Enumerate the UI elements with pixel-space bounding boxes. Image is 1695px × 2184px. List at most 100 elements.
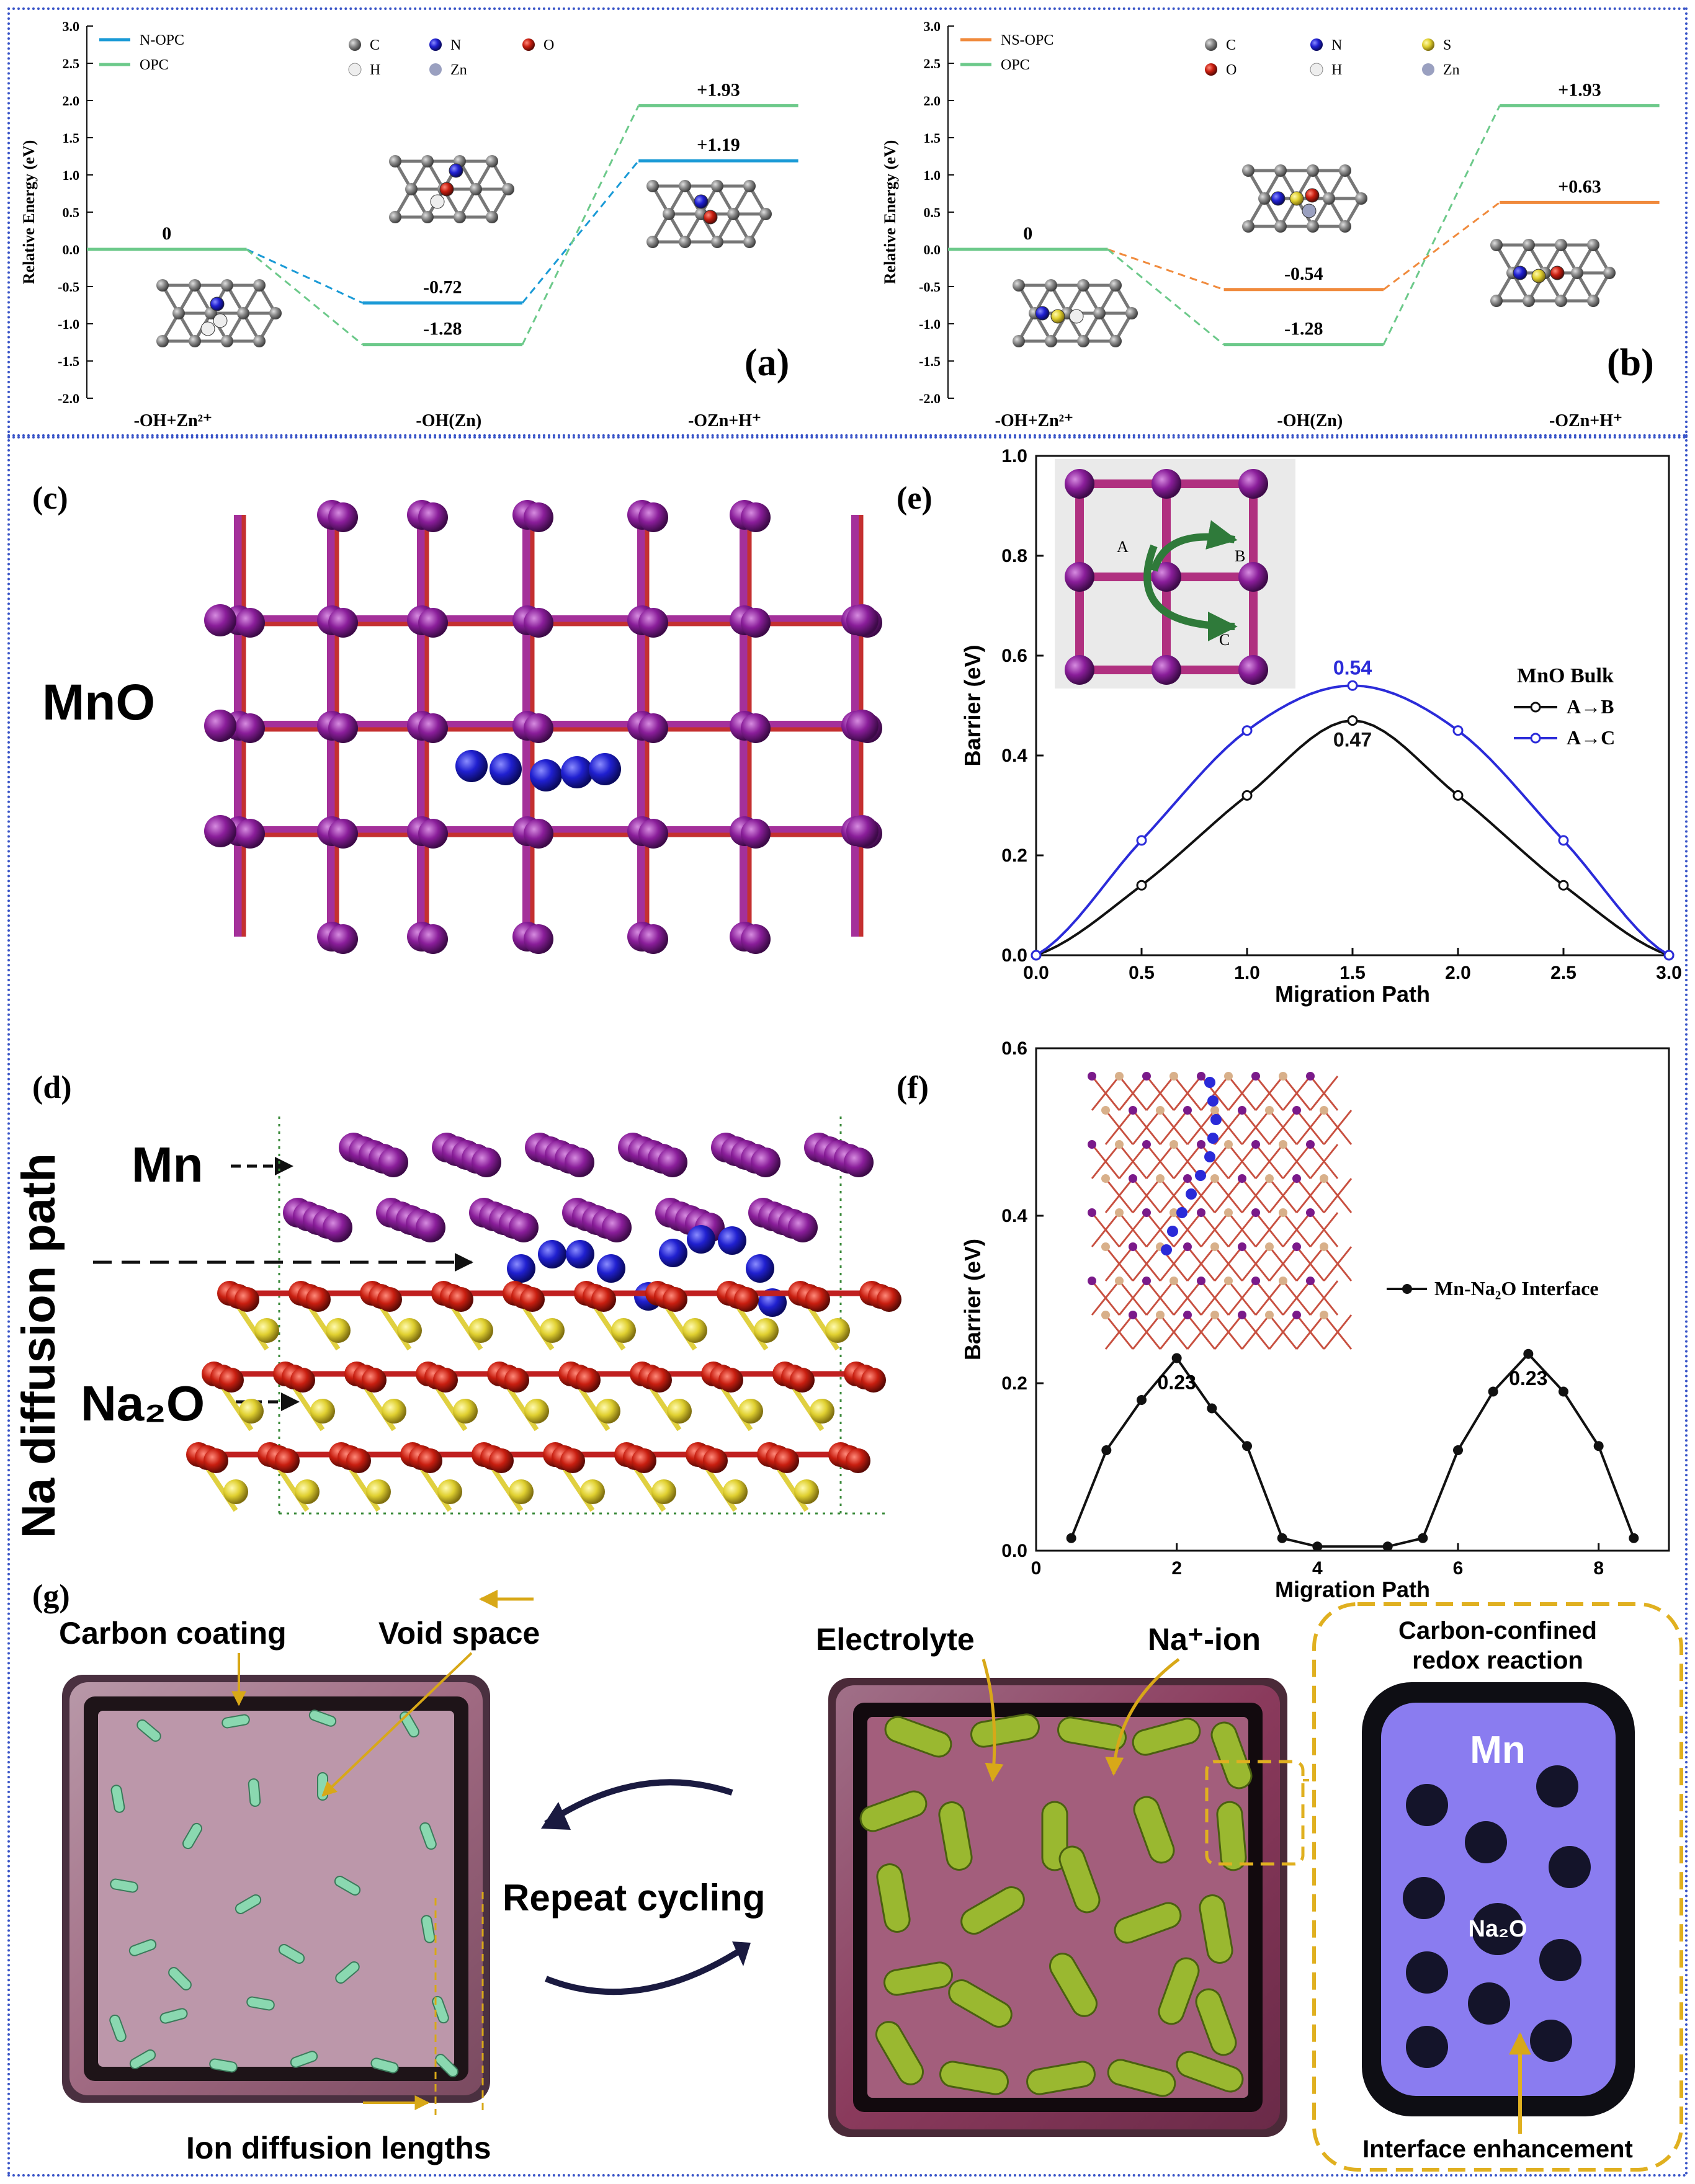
- x-category-label: -OH(Zn): [1277, 411, 1343, 430]
- na2o-dot: [1406, 2026, 1448, 2068]
- inset-bond: [1091, 1212, 1120, 1247]
- mn-atom: [418, 713, 448, 743]
- expanded-rod: [1216, 1801, 1247, 1871]
- carbon-rod: [290, 2051, 318, 2068]
- x-category-label: -OZn+H⁺: [688, 411, 761, 430]
- inset-atom: [1279, 1140, 1287, 1149]
- inset-label-c: C: [1219, 631, 1230, 649]
- energy-connector: [246, 248, 364, 304]
- y-tick-label: 0.6: [1001, 646, 1027, 666]
- na-atom: [468, 1318, 493, 1343]
- energy-value-label: +1.19: [697, 135, 740, 155]
- chart-b: 3.0 2.5 2.0 1.5 1.0 0.5 0.0 -0.5 -1.0 -1.5 -2.0 Rel…: [881, 19, 1660, 430]
- carbon-atom: [237, 307, 249, 319]
- void-space-label: Void space: [378, 1616, 540, 1651]
- mn-atom: [328, 819, 358, 849]
- inset-bond: [1186, 1314, 1216, 1350]
- inset-atom: [1238, 1242, 1246, 1251]
- energy-value-label: -1.28: [423, 319, 462, 339]
- inset-bond: [1227, 1144, 1257, 1179]
- carbon-atom: [1274, 220, 1287, 233]
- inset-bond: [1104, 1246, 1134, 1281]
- mn-label: Mn: [1470, 1729, 1526, 1772]
- x-tick-label: 0.5: [1129, 963, 1155, 983]
- legend-atom-n: [1310, 38, 1323, 51]
- inset-atom: [1265, 1106, 1274, 1115]
- na-atom: [825, 1318, 850, 1343]
- data-point: [1136, 835, 1147, 846]
- carbon-atom: [172, 307, 185, 319]
- legend-label: OPC: [1001, 57, 1030, 73]
- chart-a: 3.0 2.5 2.0 1.5 1.0 0.5 0.0 -0.5 -1.0 -1.5 -2.0 Rel…: [20, 19, 798, 430]
- y-tick-label: 0.4: [1001, 1206, 1027, 1226]
- inset-bond: [1145, 1144, 1175, 1179]
- mn-atom-edge: [204, 815, 236, 847]
- carbon-atom: [1339, 164, 1351, 177]
- y-tick-label: -1.0: [58, 316, 79, 332]
- energy-connector: [246, 248, 364, 345]
- inset-atom: [1170, 1208, 1178, 1217]
- inset-bond: [1227, 1212, 1257, 1247]
- legend-text: O: [543, 37, 554, 53]
- carbon-rod: [109, 2014, 127, 2043]
- o-atom: [790, 1368, 815, 1393]
- inset-bond: [1268, 1314, 1298, 1350]
- na-atom: [223, 1479, 248, 1504]
- inset-atom: [1183, 1106, 1192, 1115]
- inset-label-a: A: [1117, 538, 1129, 556]
- na-atom: [651, 1479, 676, 1504]
- carbon-atom: [189, 279, 201, 292]
- na2o-label: Na₂O: [1468, 1916, 1527, 1942]
- data-point: [1241, 725, 1253, 736]
- o-atom: [520, 1287, 545, 1312]
- plot-frame: [1035, 1047, 1670, 1552]
- y-tick-label: 0.0: [1001, 945, 1027, 966]
- y-tick-label: 0.0: [924, 242, 941, 257]
- carbon-atom: [646, 236, 659, 248]
- hetero-atom: [694, 194, 709, 209]
- data-point: [1347, 715, 1358, 726]
- carbon-atom: [679, 236, 691, 248]
- carbon-rod: [136, 1719, 161, 1742]
- mn-layer-label: Mn: [132, 1137, 203, 1192]
- y-tick-label: 0.8: [1001, 546, 1027, 566]
- carbon-atom: [759, 208, 772, 220]
- carbon-coating-label: Carbon coating: [59, 1616, 287, 1651]
- data-point: [1663, 950, 1675, 961]
- path-arrow-ac: [1143, 544, 1238, 641]
- inset-atom: [1142, 1277, 1151, 1285]
- inset-atom: [1224, 1277, 1233, 1285]
- inset-bond: [1091, 1280, 1120, 1316]
- inset-atom: [1238, 1174, 1246, 1183]
- inset-atom: [1115, 1072, 1124, 1081]
- carbon-atom: [1109, 335, 1122, 347]
- hetero-atom: [200, 321, 215, 336]
- x-tick-label: 0: [1031, 1558, 1042, 1579]
- x-tick-label: 3.0: [1656, 963, 1682, 983]
- interface-label: Interface enhancement: [1362, 2136, 1633, 2163]
- y-axis-label: Relative Energy (eV): [881, 140, 899, 284]
- repeat-cycling-label: Repeat cycling: [503, 1877, 766, 1919]
- inset-atom: [1306, 1277, 1315, 1285]
- inset-bond: [1241, 1314, 1271, 1350]
- carbon-rod: [168, 1967, 192, 1990]
- inset-atom: [1088, 1140, 1096, 1149]
- expanded-rod: [883, 1961, 953, 1996]
- inset-atom: [1115, 1208, 1124, 1217]
- inset-bond: [1118, 1280, 1148, 1316]
- carbon-atom: [1045, 279, 1057, 292]
- carbon-rod: [308, 1709, 337, 1727]
- na-atom: [310, 1399, 335, 1424]
- x-tick-label: 0.0: [1023, 963, 1049, 983]
- inset-atom: [1129, 1242, 1137, 1251]
- inset-bond: [1282, 1144, 1312, 1179]
- carbon-atom: [1339, 220, 1351, 233]
- inset-bond: [1200, 1212, 1230, 1247]
- inset-atom: [1251, 1072, 1260, 1081]
- y-axis-label: Barrier (eV): [960, 644, 985, 766]
- mn-atom: [741, 819, 771, 849]
- y-tick-label: 0.6: [1001, 1038, 1027, 1059]
- energy-connector: [521, 160, 640, 304]
- inset-bond: [1254, 1280, 1284, 1316]
- mn-atom-edge: [204, 604, 236, 636]
